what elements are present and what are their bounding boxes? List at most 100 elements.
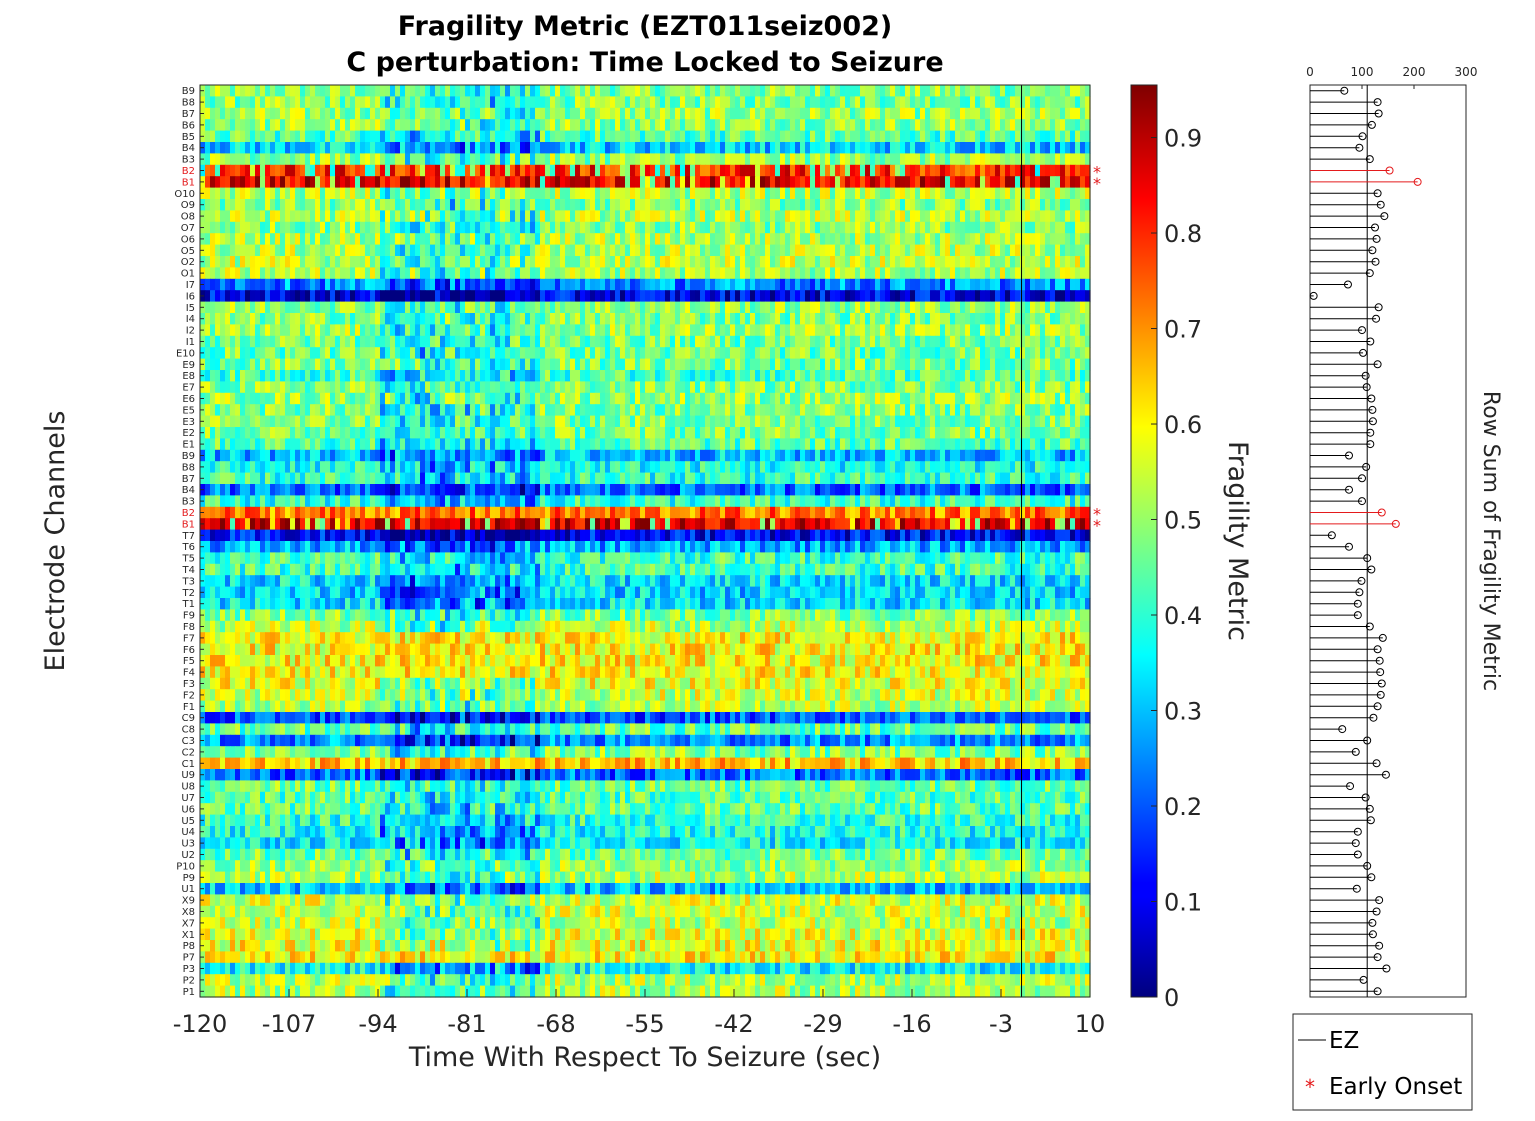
- heatmap-cell: [990, 233, 996, 245]
- heatmap-cell: [975, 267, 981, 279]
- heatmap-cell: [605, 233, 611, 245]
- heatmap-cell: [465, 85, 471, 97]
- heatmap-cells: [200, 85, 1091, 998]
- heatmap-cell: [845, 210, 851, 222]
- heatmap-cell: [1005, 302, 1011, 314]
- heatmap-cell: [420, 324, 426, 336]
- heatmap-cell: [520, 381, 526, 393]
- heatmap-cell: [905, 85, 911, 97]
- heatmap-cell: [960, 142, 966, 154]
- heatmap-cell: [790, 370, 796, 382]
- heatmap-cell: [610, 347, 616, 359]
- heatmap-cell: [710, 313, 716, 325]
- heatmap-cell: [1070, 279, 1076, 291]
- heatmap-cell: [245, 267, 251, 279]
- heatmap-cell: [1030, 222, 1036, 234]
- heatmap-cell: [865, 85, 871, 97]
- heatmap-cell: [305, 393, 311, 405]
- heatmap-cell: [1020, 313, 1026, 325]
- heatmap-cell: [210, 176, 216, 188]
- heatmap-cell: [795, 153, 801, 165]
- heatmap-cell: [230, 290, 236, 302]
- heatmap-cell: [1030, 210, 1036, 222]
- heatmap-cell: [890, 165, 896, 177]
- heatmap-cell: [970, 370, 976, 382]
- heatmap-cell: [1035, 267, 1041, 279]
- heatmap-cell: [715, 85, 721, 97]
- heatmap-cell: [765, 142, 771, 154]
- heatmap-cell: [1080, 267, 1086, 279]
- heatmap-cell: [205, 393, 211, 405]
- heatmap-cell: [1040, 131, 1046, 143]
- heatmap-cell: [825, 188, 831, 200]
- heatmap-cell: [485, 324, 491, 336]
- heatmap-cell: [835, 210, 841, 222]
- heatmap-cell: [940, 222, 946, 234]
- heatmap-cell: [600, 119, 606, 131]
- heatmap-cell: [285, 188, 291, 200]
- heatmap-cell: [235, 96, 241, 108]
- heatmap-cell: [905, 381, 911, 393]
- heatmap-cell: [1045, 359, 1051, 371]
- heatmap-cell: [665, 222, 671, 234]
- heatmap-cell: [720, 279, 726, 291]
- heatmap-cell: [985, 347, 991, 359]
- heatmap-cell: [835, 188, 841, 200]
- heatmap-cell: [975, 359, 981, 371]
- heatmap-cell: [850, 142, 856, 154]
- heatmap-cell: [615, 131, 621, 143]
- heatmap-cell: [1055, 108, 1061, 120]
- heatmap-cell: [895, 85, 901, 97]
- heatmap-cell: [620, 199, 626, 211]
- heatmap-cell: [440, 188, 446, 200]
- heatmap-cell: [590, 290, 596, 302]
- heatmap-cell: [965, 381, 971, 393]
- heatmap-cell: [280, 233, 286, 245]
- heatmap-cell: [1020, 176, 1026, 188]
- heatmap-cell: [740, 199, 746, 211]
- heatmap-cell: [575, 188, 581, 200]
- heatmap-cell: [770, 85, 776, 97]
- heatmap-cell: [965, 347, 971, 359]
- heatmap-cell: [730, 336, 736, 348]
- heatmap-cell: [980, 381, 986, 393]
- heatmap-cell: [1005, 108, 1011, 120]
- heatmap-cell: [840, 142, 846, 154]
- heatmap-cell: [565, 359, 571, 371]
- heatmap-cell: [330, 108, 336, 120]
- heatmap-cell: [395, 370, 401, 382]
- heatmap-cell: [740, 176, 746, 188]
- heatmap-cell: [1030, 153, 1036, 165]
- heatmap-cell: [415, 199, 421, 211]
- heatmap-cell: [870, 108, 876, 120]
- heatmap-cell: [640, 108, 646, 120]
- heatmap-cell: [705, 393, 711, 405]
- heatmap-cell: [525, 324, 531, 336]
- heatmap-cell: [865, 393, 871, 405]
- heatmap-cell: [210, 279, 216, 291]
- heatmap-cell: [325, 302, 331, 314]
- heatmap-cell: [1070, 153, 1076, 165]
- heatmap-cell: [760, 302, 766, 314]
- heatmap-cell: [710, 210, 716, 222]
- heatmap-cell: [220, 233, 226, 245]
- heatmap-cell: [835, 313, 841, 325]
- heatmap-cell: [685, 85, 691, 97]
- heatmap-cell: [330, 393, 336, 405]
- heatmap-cell: [880, 256, 886, 268]
- heatmap-cell: [305, 188, 311, 200]
- heatmap-cell: [1060, 222, 1066, 234]
- heatmap-cell: [790, 313, 796, 325]
- heatmap-cell: [735, 279, 741, 291]
- heatmap-cell: [565, 302, 571, 314]
- heatmap-cell: [550, 324, 556, 336]
- heatmap-cell: [580, 267, 586, 279]
- heatmap-cell: [515, 131, 521, 143]
- heatmap-cell: [345, 165, 351, 177]
- heatmap-cell: [690, 313, 696, 325]
- heatmap-cell: [1055, 290, 1061, 302]
- heatmap-cell: [205, 222, 211, 234]
- heatmap-cell: [580, 313, 586, 325]
- heatmap-cell: [825, 96, 831, 108]
- heatmap-cell: [425, 256, 431, 268]
